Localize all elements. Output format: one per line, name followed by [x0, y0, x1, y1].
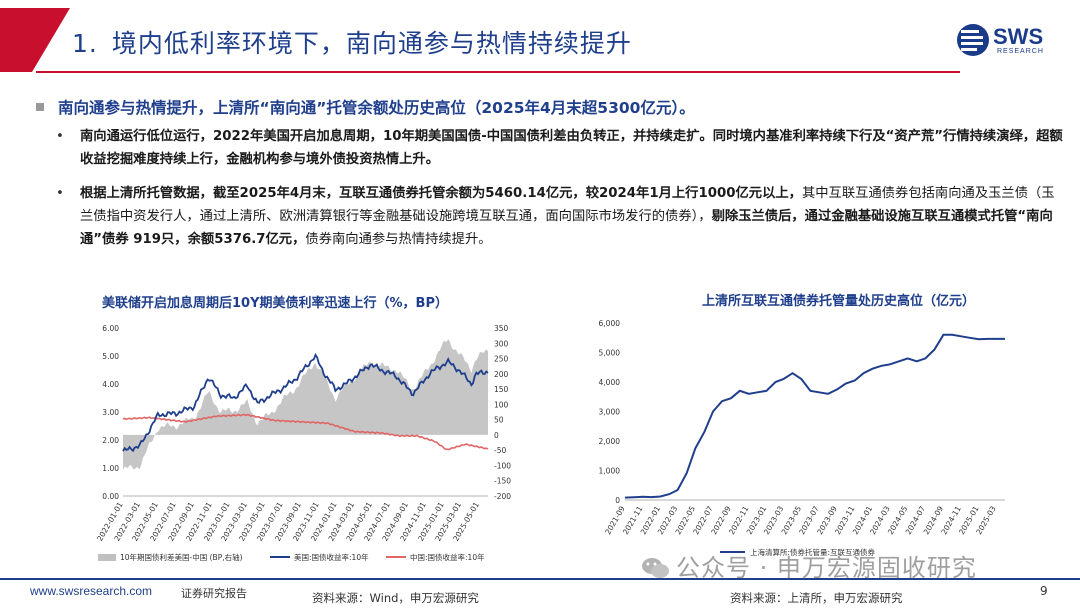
- chart1-right-tick-label: -100: [494, 461, 511, 470]
- chart2-plot: 6,0005,0004,0003,0002,0001,00002021-0920…: [599, 319, 1005, 557]
- chart1-legend: 10年期国债利差美国-中国 (BP,右轴) 美国:国债收益率:10年 中国:国债收益…: [98, 552, 485, 562]
- square-bullet-icon: [36, 103, 44, 111]
- chart1-source: 资料来源：Wind，申万宏源研究: [312, 591, 479, 605]
- sws-logo: SWS RESEARCH: [955, 20, 1059, 60]
- chart1-right-tick-label: 150: [494, 385, 509, 394]
- slide-header: 1. 境内低利率环境下，南向通参与热情持续提升 SWS RESEARCH: [0, 0, 1080, 78]
- cn-yield-line-group: [122, 413, 489, 451]
- watermark-text: 公众号 · 申万宏源固收研究: [676, 554, 977, 582]
- wechat-icon: [642, 558, 669, 578]
- legend-label-custody: 上海清算所:债券托管量:互联互通债券: [750, 547, 876, 557]
- chart2-title: 上清所互联互通债券托管量处历史高位（亿元）: [702, 294, 976, 309]
- wechat-watermark: 公众号 · 申万宏源固收研究: [640, 548, 977, 583]
- title-banner-shape: [0, 8, 960, 73]
- legend-label-us: 美国:国债收益率:10年: [294, 552, 369, 562]
- chart2-y-tick-label: 3,000: [599, 408, 621, 417]
- chart1-right-tick-label: -200: [494, 492, 511, 501]
- chart1-right-tick-label: 250: [494, 355, 509, 364]
- legend-label-spread: 10年期国债利差美国-中国 (BP,右轴): [120, 552, 243, 562]
- chart1-left-tick-label: 0.00: [102, 492, 119, 501]
- chart2-y-tick-label: 4,000: [599, 378, 621, 387]
- custody-line: [624, 333, 1005, 499]
- bullet-item-2: • 根据上清所托管数据，截至2025年4月末，互联互通债券托管余额为5460.1…: [56, 182, 1065, 251]
- chart1-left-tick-label: 4.00: [102, 380, 119, 389]
- cn-yield-line: [122, 413, 489, 451]
- chart2-legend: 上海清算所:债券托管量:互联互通债券: [720, 547, 876, 557]
- chart1-right-tick-label: -150: [494, 477, 511, 486]
- footer-website[interactable]: www.swsresearch.com: [30, 584, 153, 598]
- chart2-y-tick-label: 1,000: [599, 467, 621, 476]
- custody-line-group: [624, 333, 1005, 499]
- chart1-title: 美联储开启加息周期后10Y期美债利率迅速上行（%，BP）: [102, 296, 448, 311]
- chart1-left-tick-label: 3.00: [102, 408, 119, 417]
- chart2-y-tick-label: 2,000: [599, 437, 621, 446]
- chart1-right-tick-label: 300: [494, 339, 509, 348]
- bullet-2-bold: 根据上清所托管数据，截至2025年4月末，互联互通债券托管余额为5460.14亿…: [80, 186, 802, 201]
- chart1-right-tick-label: 200: [494, 370, 509, 379]
- spread-area-group: [123, 339, 488, 470]
- lead-text: 南向通参与热情提升，上清所“南向通”托管余额处历史高位（2025年4月末超530…: [58, 99, 695, 117]
- chart2-y-tick-label: 0: [615, 496, 620, 505]
- slide-title-number: 1.: [72, 29, 98, 58]
- bullet-2-bold-2: 剔除玉兰债后，通过金融基础设施互联互通模式托管“南向通”债券 919只，余额53…: [80, 209, 1053, 247]
- chart2-y-tick-label: 6,000: [599, 319, 621, 328]
- chart1-left-tick-label: 6.00: [102, 324, 119, 333]
- chart1-right-tick-label: -50: [494, 446, 506, 455]
- lead-statement: 南向通参与热情提升，上清所“南向通”托管余额处历史高位（2025年4月末超530…: [36, 96, 695, 118]
- us-yield-line-group: [122, 352, 489, 453]
- sws-logo-icon: [957, 24, 989, 56]
- chart1-right-tick-label: 100: [494, 400, 509, 409]
- spread-area-series: [123, 339, 488, 470]
- bullet-dot-icon: •: [56, 129, 64, 144]
- chart1-right-tick-label: 50: [494, 416, 504, 425]
- us-yield-line: [122, 352, 489, 453]
- bullet-1-bold: 南向通运行低位运行，2022年美国开启加息周期，10年期美国国债-中国国债利差由…: [80, 129, 1063, 167]
- bullet-item-1: • 南向通运行低位运行，2022年美国开启加息周期，10年期美国国债-中国国债利…: [56, 125, 1065, 171]
- chart2-axes: 6,0005,0004,0003,0002,0001,00002021-0920…: [599, 319, 1005, 536]
- bullet-dot-icon: •: [56, 186, 64, 201]
- legend-label-cn: 中国:国债收益率:10年: [410, 552, 485, 562]
- logo-wordmark: SWS: [993, 24, 1044, 49]
- slide-title-text: 境内低利率环境下，南向通参与热情持续提升: [111, 29, 632, 58]
- bullet-2-normal: 其中互联互通债券包括南向通及玉兰债（玉兰债指中资发行人，通过上清所、欧洲清算银行…: [80, 186, 1055, 224]
- bullet-2-normal-2: 债券南向通参与热情持续提升。: [305, 232, 492, 247]
- chart1-left-tick-label: 1.00: [102, 464, 119, 473]
- chart1-left-tick-label: 2.00: [102, 436, 119, 445]
- footer-divider: [0, 578, 1080, 580]
- footer-report-label: 证券研究报告: [181, 587, 247, 600]
- chart1-plot: 6.00 5.00 4.00 3.00 2.00 1.00 0.00 350 300 250 200…: [95, 324, 511, 562]
- legend-swatch-spread: [98, 554, 116, 561]
- chart1-right-tick-label: 350: [494, 324, 509, 333]
- chart2-source: 资料来源：上清所，申万宏源研究: [730, 591, 903, 605]
- chart1-right-tick-label: 0: [494, 431, 499, 440]
- page-number: 9: [1040, 584, 1048, 598]
- slide-title: 1. 境内低利率环境下，南向通参与热情持续提升: [72, 24, 632, 60]
- logo-subtext: RESEARCH: [997, 48, 1044, 55]
- chart1-left-tick-label: 5.00: [102, 352, 119, 361]
- chart2-y-tick-label: 5,000: [599, 349, 621, 358]
